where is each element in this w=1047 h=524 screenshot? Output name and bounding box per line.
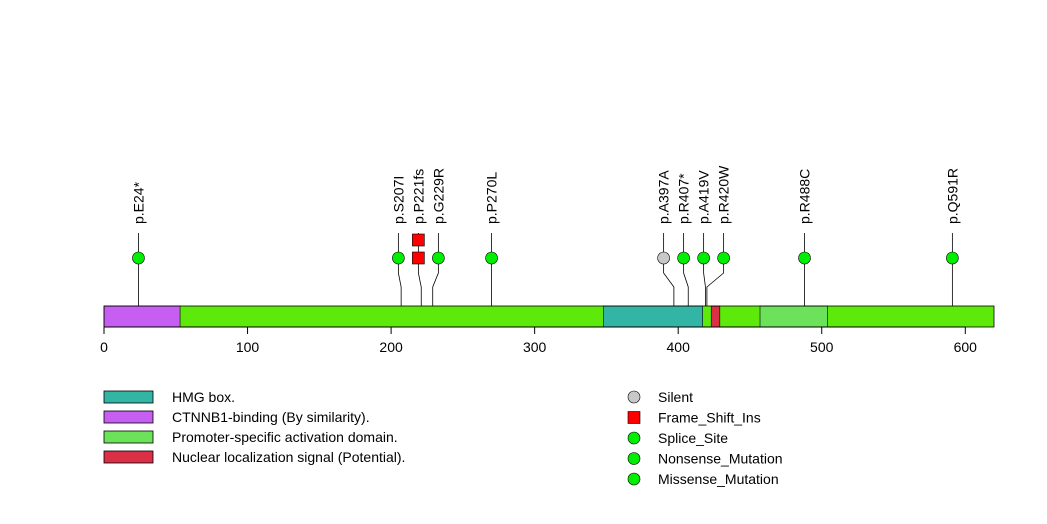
- missense-marker: [392, 251, 405, 265]
- x-tick-label: 600: [954, 339, 978, 355]
- missense-marker: [798, 251, 811, 265]
- x-tick-label: 0: [100, 339, 108, 355]
- legend-circle-marker: [627, 452, 641, 465]
- x-tick-label: 200: [379, 339, 403, 355]
- legend-mutation-label: Silent: [658, 389, 693, 405]
- mutation-label: p.P270L: [484, 172, 500, 224]
- mutation-label: p.S207I: [390, 176, 406, 224]
- x-tick-label: 100: [236, 339, 260, 355]
- legend-mutation-label: Frame_Shift_Ins: [658, 410, 761, 426]
- legend-circle-marker: [627, 431, 641, 445]
- legend-circle-marker: [627, 390, 641, 404]
- legend-swatch-promoter: [103, 430, 154, 444]
- domain-nls: [710, 305, 721, 328]
- domain-hmg_box: [603, 305, 703, 328]
- mutation-label-layer: p.E24* p.S207I p.P221fs p.G229R p.P270L p.A39…: [130, 165, 960, 224]
- missense-marker: [717, 251, 730, 265]
- legend-swatch-nls: [103, 450, 154, 464]
- legend-mutation-label: Nonsense_Mutation: [658, 451, 783, 467]
- silent-marker: [657, 251, 670, 265]
- mutation-label: p.R420W: [716, 165, 732, 224]
- mutation-label: p.A419V: [696, 170, 712, 224]
- nonsense-marker: [132, 251, 145, 265]
- domain-legend: HMG box. CTNNB1-binding (By similarity). P…: [103, 389, 405, 465]
- legend-domain-label: Nuclear localization signal (Potential).: [172, 449, 405, 465]
- mutation-label: p.R488C: [797, 169, 813, 224]
- legend-circle-marker: [627, 472, 641, 486]
- x-axis: 0 100 200 300 400 500 600: [100, 326, 978, 355]
- legend-swatch-ctnnb1: [103, 410, 154, 424]
- mutation-label: p.A397A: [656, 170, 672, 224]
- domain-ctnnb1: [103, 305, 181, 328]
- legend-square-marker: [627, 411, 641, 424]
- protein-backbone: [104, 306, 994, 327]
- legend-swatch-hmg_box: [103, 390, 154, 404]
- domain-promoter: [759, 305, 828, 328]
- missense-marker: [946, 251, 959, 265]
- legend-domain-label: HMG box.: [172, 389, 235, 405]
- x-tick-label: 300: [523, 339, 547, 355]
- protein-bar: [103, 305, 995, 328]
- missense-marker: [432, 251, 445, 265]
- missense-marker: [697, 251, 710, 265]
- frame-shift-marker: [412, 233, 425, 247]
- x-tick-label: 500: [810, 339, 834, 355]
- mutation-label: p.E24*: [130, 181, 146, 224]
- legend-domain-label: Promoter-specific activation domain.: [172, 429, 398, 445]
- mutation-label: p.Q591R: [944, 168, 960, 224]
- legend-domain-label: CTNNB1-binding (By similarity).: [172, 409, 370, 425]
- mutation-label: p.P221fs: [410, 169, 426, 224]
- marker-layer: [132, 233, 959, 265]
- mutation-label: p.G229R: [430, 168, 446, 224]
- x-tick-label: 400: [667, 339, 691, 355]
- missense-marker: [485, 251, 498, 265]
- mutation-type-legend: Silent Frame_Shift_Ins Splice_Site Nonsense…: [627, 389, 783, 487]
- legend-mutation-label: Missense_Mutation: [658, 471, 779, 487]
- legend-mutation-label: Splice_Site: [658, 430, 728, 446]
- frame-shift-marker: [412, 251, 425, 265]
- mutation-label: p.R407*: [676, 173, 692, 224]
- nonsense-marker: [677, 251, 690, 265]
